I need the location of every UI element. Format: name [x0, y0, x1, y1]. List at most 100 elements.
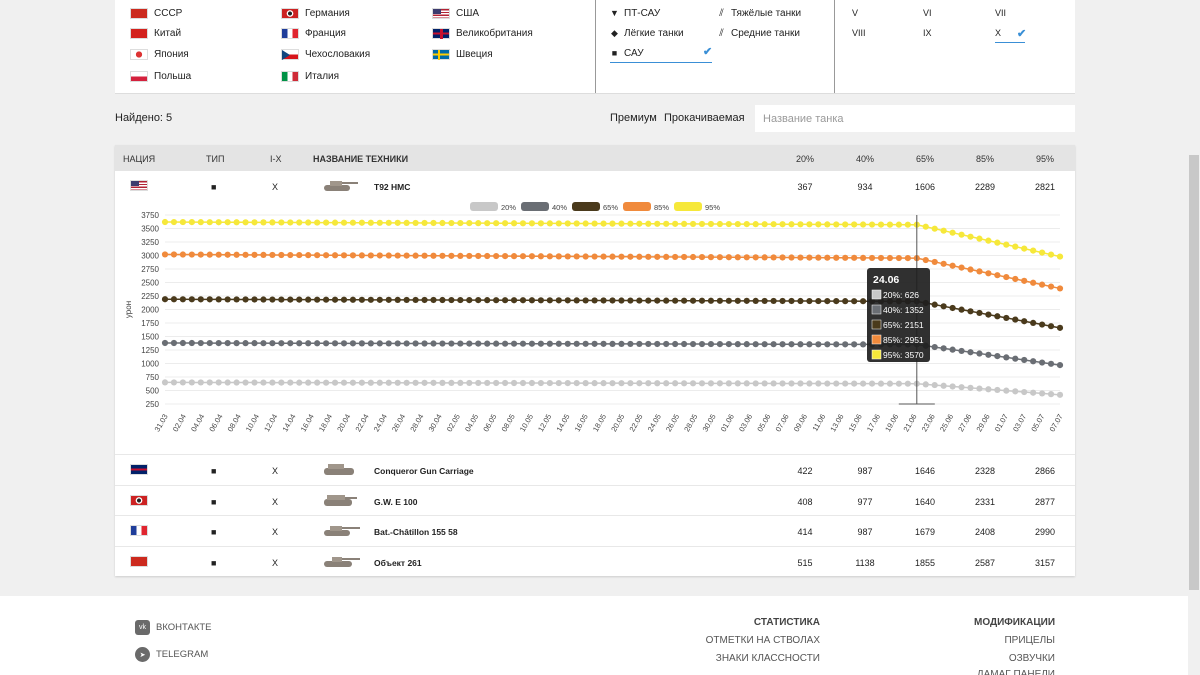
- data-point: [493, 297, 500, 304]
- data-point: [403, 296, 410, 304]
- upgradable-filter[interactable]: Прокачиваемая: [664, 112, 745, 124]
- tank-name[interactable]: Conqueror Gun Carriage: [374, 466, 474, 476]
- nation-label: СССР: [154, 7, 183, 19]
- vk-link[interactable]: vk ВКОНТАКТЕ: [135, 620, 212, 635]
- nation-filter-czech[interactable]: Чехословакия: [281, 47, 370, 61]
- header-nation[interactable]: НАЦИЯ: [123, 154, 156, 164]
- data-point: [833, 254, 840, 261]
- nation-filter-italy[interactable]: Италия: [281, 69, 339, 83]
- y-tick-label: 3000: [141, 252, 159, 261]
- data-point: [475, 297, 482, 304]
- telegram-link[interactable]: ➤ TELEGRAM: [135, 647, 208, 662]
- scrollbar-thumb[interactable]: [1189, 155, 1199, 590]
- data-point: [609, 297, 616, 304]
- nation-filter-uk[interactable]: Великобритания: [432, 26, 533, 40]
- tank-name[interactable]: T92 HMC: [374, 182, 411, 192]
- table-row[interactable]: ■ X Conqueror Gun Carriage 422 987 1646 …: [115, 454, 1075, 485]
- type-filter-td[interactable]: ▼ ПТ-САУ: [610, 6, 660, 20]
- data-point: [618, 340, 625, 347]
- table-row[interactable]: ■ X Bat.-Châtillon 155 58 414 987 1679 2…: [115, 515, 1075, 546]
- data-point: [269, 379, 276, 386]
- type-filter-light[interactable]: ◆ Лёгкие танки: [610, 26, 684, 40]
- data-point: [340, 340, 348, 347]
- y-tick-label: 1750: [141, 319, 159, 328]
- tank-search-input[interactable]: [755, 105, 1075, 132]
- type-filter-spg[interactable]: ■ САУ: [610, 46, 644, 60]
- header-p20[interactable]: 20%: [795, 154, 814, 164]
- tier-filter-v[interactable]: V: [852, 6, 858, 20]
- nation-label: Япония: [154, 48, 189, 60]
- nation-filter-germany[interactable]: Германия: [281, 6, 350, 20]
- footer-link-class[interactable]: ЗНАКИ КЛАССНОСТИ: [715, 653, 820, 664]
- row-p95: 2866: [1034, 466, 1056, 476]
- data-point: [788, 221, 795, 228]
- tank-name[interactable]: G.W. E 100: [374, 497, 418, 507]
- data-point: [707, 380, 715, 387]
- data-point: [833, 380, 840, 387]
- data-point: [895, 221, 903, 228]
- tier-filter-viii[interactable]: VIII: [852, 26, 866, 40]
- x-tick-label: 10.04: [244, 413, 261, 434]
- tier-filter-vi[interactable]: VI: [923, 6, 932, 20]
- table-row[interactable]: ■ X T92 HMC 367 934 1606 2289 2821: [115, 171, 1075, 201]
- footer-link-voices[interactable]: ОЗВУЧКИ: [1008, 653, 1055, 664]
- data-point: [305, 252, 312, 259]
- premium-filter[interactable]: Премиум: [610, 112, 657, 124]
- tank-name[interactable]: Объект 261: [374, 558, 422, 568]
- nation-filter-ussr[interactable]: СССР: [130, 6, 182, 20]
- legend-label: 85%: [654, 203, 669, 212]
- data-point: [600, 220, 607, 227]
- nation-filter-japan[interactable]: Япония: [130, 47, 189, 61]
- header-p85[interactable]: 85%: [975, 154, 994, 164]
- nation-filter-china[interactable]: Китай: [130, 26, 181, 40]
- nation-filter-usa[interactable]: США: [432, 6, 479, 20]
- data-point: [797, 380, 804, 387]
- data-point: [663, 340, 670, 348]
- data-point: [385, 252, 392, 259]
- data-point: [609, 220, 616, 227]
- footer-link-sights[interactable]: ПРИЦЕЛЫ: [1004, 635, 1055, 646]
- data-point: [1021, 245, 1028, 252]
- data-point: [654, 380, 661, 387]
- nation-filter-sweden[interactable]: Швеция: [432, 47, 493, 61]
- header-p40[interactable]: 40%: [855, 154, 874, 164]
- data-point: [161, 251, 169, 258]
- data-point: [627, 297, 634, 304]
- row-p40: 987: [857, 527, 873, 537]
- data-point: [573, 220, 580, 227]
- header-p95[interactable]: 95%: [1035, 154, 1054, 164]
- x-tick-label: 30.05: [701, 413, 718, 434]
- data-point: [931, 343, 938, 351]
- nation-filter-france[interactable]: Франция: [281, 26, 346, 40]
- data-point: [779, 297, 786, 305]
- data-point: [842, 254, 849, 261]
- x-tick-label: 11.06: [810, 413, 827, 433]
- tank-name[interactable]: Bat.-Châtillon 155 58: [374, 527, 458, 537]
- footer-link-marks[interactable]: ОТМЕТКИ НА СТВОЛАХ: [705, 635, 820, 646]
- data-point: [1021, 388, 1028, 396]
- header-p65[interactable]: 65%: [915, 154, 934, 164]
- header-tier[interactable]: I-X: [270, 154, 282, 164]
- nation-label: Великобритания: [456, 27, 533, 39]
- type-filter-medium[interactable]: ⫽ Средние танки: [717, 26, 800, 40]
- header-name[interactable]: НАЗВАНИЕ ТЕХНИКИ: [313, 154, 409, 164]
- data-point: [242, 251, 249, 258]
- tier-filter-ix[interactable]: IX: [923, 26, 932, 40]
- flag-poland-icon: [130, 70, 148, 82]
- data-point: [752, 254, 759, 261]
- tooltip-swatch: [871, 349, 882, 360]
- tier-filter-x[interactable]: X ✔: [995, 26, 1026, 40]
- data-point: [331, 379, 339, 386]
- footer-link-panels[interactable]: ДАМАГ ПАНЕЛИ: [976, 669, 1055, 675]
- row-p20: 367: [797, 182, 813, 192]
- table-row[interactable]: ■ X G.W. E 100 408 977 1640 2331 2877: [115, 485, 1075, 516]
- data-point: [206, 379, 213, 386]
- header-type[interactable]: ТИП: [206, 154, 225, 164]
- data-point: [851, 298, 858, 305]
- table-row[interactable]: ■ X Объект 261 515 1138 1855 2587 3157: [115, 546, 1075, 577]
- tier-filter-vii[interactable]: VII: [995, 6, 1006, 20]
- data-point: [224, 379, 231, 386]
- nation-filter-poland[interactable]: Польша: [130, 69, 191, 83]
- x-tick-label: 18.05: [591, 413, 608, 434]
- type-filter-heavy[interactable]: ⫽ Тяжёлые танки: [717, 6, 801, 20]
